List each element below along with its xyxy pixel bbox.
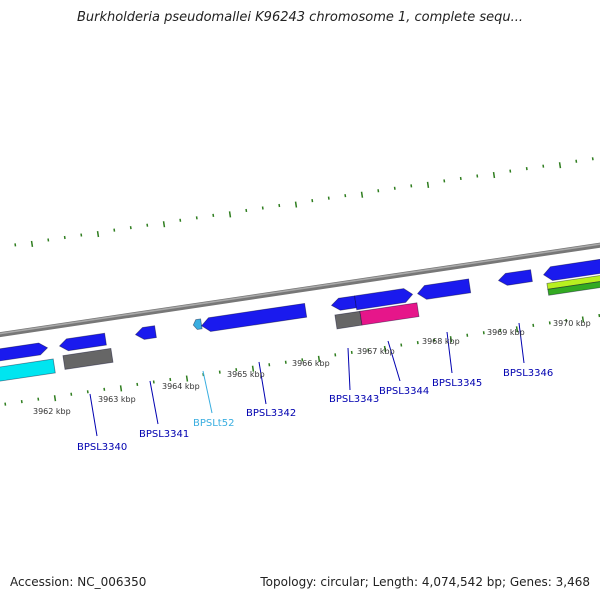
- kbp-label: 3966 kbp: [292, 359, 330, 368]
- leader-BPSL3345: [446, 331, 453, 374]
- gene-label-BPSL3340: BPSL3340: [77, 442, 127, 453]
- outer-tick-major: [228, 211, 232, 218]
- inner-tick-major: [581, 316, 585, 323]
- kbp-label: 3964 kbp: [162, 382, 200, 391]
- trna-BPSLt52: [192, 318, 203, 330]
- feature-green: [547, 281, 600, 296]
- leader-BPSLt52: [202, 370, 213, 414]
- gene-BPSL3347: [542, 258, 600, 281]
- gene-label-BPSL3346: BPSL3346: [503, 368, 553, 379]
- gene-label-group: BPSL3340BPSL3341BPSLt52BPSL3342BPSL3343B…: [77, 368, 553, 453]
- feature-lime: [546, 275, 600, 290]
- kbp-label: 3963 kbp: [98, 395, 136, 404]
- gene-BPSL3341a: [58, 332, 107, 352]
- outer-tick-track: [14, 157, 594, 247]
- leader-BPSL3340: [89, 393, 98, 437]
- inner-tick-major: [53, 395, 57, 402]
- outer-tick-major: [426, 181, 430, 188]
- gene-label-BPSLt52: BPSLt52: [193, 418, 234, 429]
- feature-cyan: [0, 358, 56, 382]
- chromosome-backbone: [0, 242, 600, 338]
- gene-BPSL3344: [354, 288, 414, 311]
- gene-BPSL3346: [497, 269, 533, 286]
- accession-text: Accession: NC_006350: [10, 575, 147, 589]
- summary-text: Topology: circular; Length: 4,074,542 bp…: [260, 575, 590, 589]
- gene-label-BPSL3343: BPSL3343: [329, 394, 379, 405]
- leader-BPSL3341: [149, 380, 159, 425]
- inner-tick-major: [185, 375, 189, 382]
- outer-tick-major: [30, 240, 34, 247]
- gene-label-BPSL3342: BPSL3342: [246, 408, 296, 419]
- gene-label-BPSL3344: BPSL3344: [379, 386, 429, 397]
- backbone-line: [0, 242, 600, 338]
- gene-BPSL3341: [134, 325, 157, 340]
- gene-BPSL3343: [330, 295, 357, 311]
- kbp-label: 3969 kbp: [487, 328, 525, 337]
- leader-BPSL3343: [347, 347, 351, 391]
- leader-BPSL3344: [387, 340, 401, 382]
- inner-tick-major: [251, 365, 255, 372]
- inner-tick-major: [383, 345, 387, 353]
- label-leaders: [89, 322, 525, 437]
- map-title: Burkholderia pseudomallei K96243 chromos…: [76, 10, 524, 25]
- outer-tick-major: [360, 191, 364, 198]
- outer-tick-major: [294, 201, 298, 208]
- inner-tick-major: [515, 326, 519, 333]
- outer-tick-major: [492, 171, 496, 179]
- gene-BPSL3342: [200, 302, 308, 332]
- feature-magenta: [359, 302, 420, 326]
- inner-tick-major: [317, 355, 321, 362]
- kbp-label: 3965 kbp: [227, 370, 265, 379]
- feature-gray-2: [334, 310, 363, 330]
- gene-BPSL3345: [416, 278, 472, 300]
- gene-label-BPSL3341: BPSL3341: [139, 429, 189, 440]
- gene-BPSL3340: [0, 342, 49, 362]
- outer-tick-major: [558, 162, 562, 169]
- inner-tick-major: [119, 385, 123, 392]
- feature-track: [0, 258, 600, 382]
- kbp-label: 3970 kbp: [553, 319, 591, 328]
- outer-tick-major: [96, 230, 100, 238]
- kbp-label: 3962 kbp: [33, 407, 71, 416]
- kbp-label: 3967 kbp: [357, 347, 395, 356]
- kbp-label-group: 3962 kbp 3963 kbp 3964 kbp 3965 kbp 3966 kbp…: [33, 319, 591, 416]
- outer-tick-major: [162, 221, 166, 228]
- gene-label-BPSL3345: BPSL3345: [432, 378, 482, 389]
- leader-BPSL3342: [258, 361, 267, 405]
- leader-BPSL3346: [518, 322, 525, 364]
- kbp-label: 3968 kbp: [422, 337, 460, 346]
- backbone-highlight: [0, 243, 600, 335]
- inner-tick-major: [449, 336, 453, 343]
- feature-gray-1: [62, 347, 114, 370]
